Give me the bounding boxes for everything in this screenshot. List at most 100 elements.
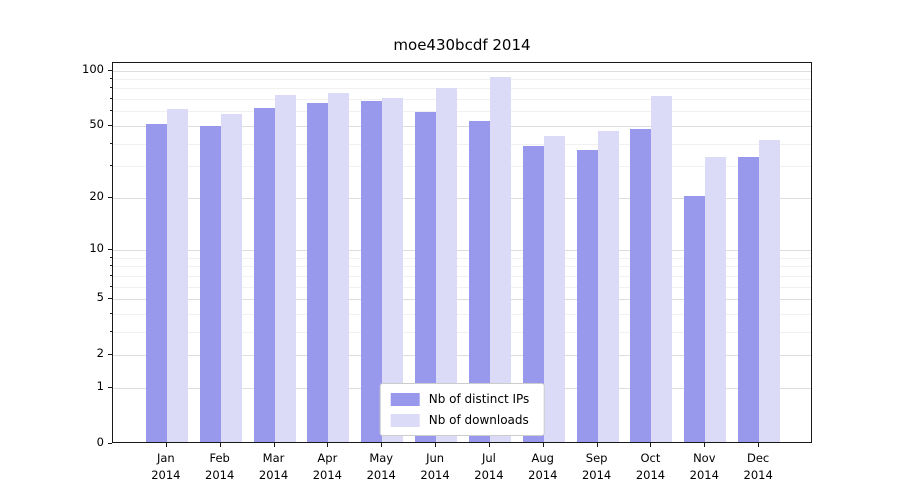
- legend-item-distinct-ips: Nb of distinct IPs: [390, 392, 530, 406]
- bar-jul-distinct-ips: [468, 120, 490, 442]
- tick-mark: [435, 443, 436, 447]
- gridline: [113, 266, 811, 268]
- x-tick-label: Oct 2014: [620, 450, 680, 483]
- x-tick-label: Dec 2014: [728, 450, 788, 483]
- y-tick-label: 50: [89, 116, 104, 131]
- gridline: [113, 355, 811, 357]
- gridline: [113, 331, 811, 333]
- x-tick-month: Mar: [262, 451, 285, 465]
- tick-mark: [108, 387, 112, 388]
- tick-mark: [543, 443, 544, 447]
- tick-mark: [110, 331, 112, 332]
- tick-mark: [110, 313, 112, 314]
- bar-feb-distinct-ips: [199, 125, 221, 442]
- y-tick-label: 0: [96, 435, 104, 449]
- bar-apr-downloads: [328, 92, 350, 442]
- legend-swatch-distinct-ips: [390, 392, 420, 406]
- gridline: [113, 286, 811, 288]
- x-tick-label: Mar 2014: [244, 450, 304, 483]
- bar-dec-downloads: [759, 139, 781, 442]
- tick-mark: [274, 443, 275, 447]
- legend-label-downloads: Nb of downloads: [428, 413, 529, 427]
- x-tick-year: 2014: [205, 467, 235, 482]
- plot-area: Nb of distinct IPs Nb of downloads: [112, 62, 812, 443]
- bar-jan-distinct-ips: [145, 123, 167, 442]
- gridline: [113, 143, 811, 145]
- bar-sep-distinct-ips: [576, 149, 598, 442]
- x-tick-year: 2014: [151, 467, 181, 482]
- bar-oct-distinct-ips: [630, 128, 652, 442]
- gridline: [113, 88, 811, 90]
- chart-title: moe430bcdf 2014: [393, 36, 531, 54]
- bar-aug-distinct-ips: [522, 145, 544, 442]
- x-tick-year: 2014: [420, 467, 450, 482]
- tick-mark: [110, 87, 112, 88]
- x-tick-month: Apr: [317, 451, 338, 465]
- tick-mark: [597, 443, 598, 447]
- x-tick-month: Oct: [640, 451, 661, 465]
- x-tick-label: Jun 2014: [405, 450, 465, 483]
- tick-mark: [166, 443, 167, 447]
- tick-mark: [650, 443, 651, 447]
- y-tick-label: 10: [89, 241, 104, 255]
- bar-jun-downloads: [436, 87, 458, 442]
- x-tick-label: Jan 2014: [136, 450, 196, 483]
- x-tick-label: Apr 2014: [297, 450, 357, 483]
- bar-jul-downloads: [489, 77, 511, 442]
- gridline: [113, 197, 811, 199]
- gridline: [113, 99, 811, 101]
- gridline: [113, 79, 811, 81]
- bar-feb-downloads: [220, 113, 242, 442]
- x-tick-year: 2014: [258, 467, 289, 482]
- gridline: [113, 257, 811, 259]
- x-tick-label: Nov 2014: [674, 450, 734, 483]
- tick-mark: [108, 354, 112, 355]
- legend-item-downloads: Nb of downloads: [390, 413, 530, 427]
- gridline: [113, 299, 811, 301]
- gridline: [113, 111, 811, 113]
- x-tick-year: 2014: [312, 467, 343, 482]
- x-tick-label: Jul 2014: [459, 450, 519, 483]
- tick-mark: [108, 125, 112, 126]
- x-tick-year: 2014: [743, 467, 773, 482]
- bar-jan-downloads: [166, 109, 188, 442]
- gridline: [113, 125, 811, 127]
- bar-nov-distinct-ips: [684, 195, 706, 442]
- bar-jun-distinct-ips: [415, 112, 437, 442]
- legend-swatch-downloads: [390, 413, 420, 427]
- bar-may-distinct-ips: [361, 100, 383, 442]
- gridline: [113, 70, 811, 72]
- tick-mark: [758, 443, 759, 447]
- x-tick-month: Jul: [481, 451, 496, 465]
- y-tick-label: 1: [96, 378, 104, 393]
- bar-may-downloads: [382, 98, 404, 442]
- bar-mar-downloads: [274, 94, 296, 442]
- tick-mark: [110, 257, 112, 258]
- x-tick-month: Feb: [209, 451, 230, 465]
- tick-mark: [381, 443, 382, 447]
- x-tick-month: May: [369, 451, 394, 465]
- legend: Nb of distinct IPs Nb of downloads: [379, 383, 545, 436]
- x-tick-month: Aug: [531, 451, 554, 465]
- gridline: [113, 250, 811, 251]
- tick-mark: [108, 249, 112, 250]
- tick-mark: [110, 98, 112, 99]
- y-tick-label: 20: [89, 188, 104, 203]
- x-tick-month: Sep: [585, 451, 608, 465]
- bar-apr-distinct-ips: [307, 103, 329, 442]
- tick-mark: [110, 165, 112, 166]
- x-tick-year: 2014: [366, 467, 396, 482]
- x-tick-month: Jun: [426, 451, 445, 465]
- x-tick-label: May 2014: [351, 450, 411, 483]
- gridline: [113, 275, 811, 277]
- x-tick-year: 2014: [474, 467, 504, 482]
- tick-mark: [108, 443, 112, 444]
- bar-sep-downloads: [597, 130, 619, 442]
- bar-aug-downloads: [543, 135, 565, 442]
- y-tick-label: 5: [96, 290, 104, 305]
- legend-label-distinct-ips: Nb of distinct IPs: [428, 392, 530, 406]
- bar-dec-distinct-ips: [738, 156, 760, 442]
- tick-mark: [327, 443, 328, 447]
- tick-mark: [108, 70, 112, 71]
